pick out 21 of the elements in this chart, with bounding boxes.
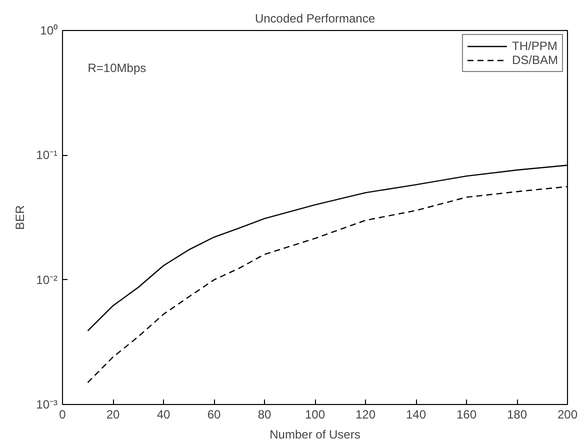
x-tick-label: 0 xyxy=(59,408,66,422)
y-tick-label: 10⁻¹ xyxy=(36,148,58,162)
x-tick-label: 120 xyxy=(355,408,376,422)
x-tick-label: 80 xyxy=(258,408,272,422)
annotation: R=10Mbps xyxy=(88,60,146,75)
y-tick-label: 10⁻³ xyxy=(36,398,58,412)
x-tick-label: 200 xyxy=(557,408,578,422)
y-tick-label: 10⁰ xyxy=(40,24,58,38)
x-tick-label: 180 xyxy=(506,408,528,422)
x-axis-title: Number of Users xyxy=(270,428,360,442)
x-tick-label: 20 xyxy=(106,408,120,422)
x-tick-label: 160 xyxy=(456,408,477,422)
x-tick-label: 100 xyxy=(304,408,326,422)
y-tick-label: 10⁻² xyxy=(36,272,58,287)
legend-label: TH/PPM xyxy=(512,39,558,53)
legend-label: DS/BAM xyxy=(512,53,558,67)
x-tick-label: 60 xyxy=(207,408,221,422)
chart-title: Uncoded Performance xyxy=(254,12,376,26)
y-axis-title: BER xyxy=(13,204,28,230)
x-tick-label: 40 xyxy=(156,408,170,422)
x-tick-label: 140 xyxy=(406,408,426,422)
